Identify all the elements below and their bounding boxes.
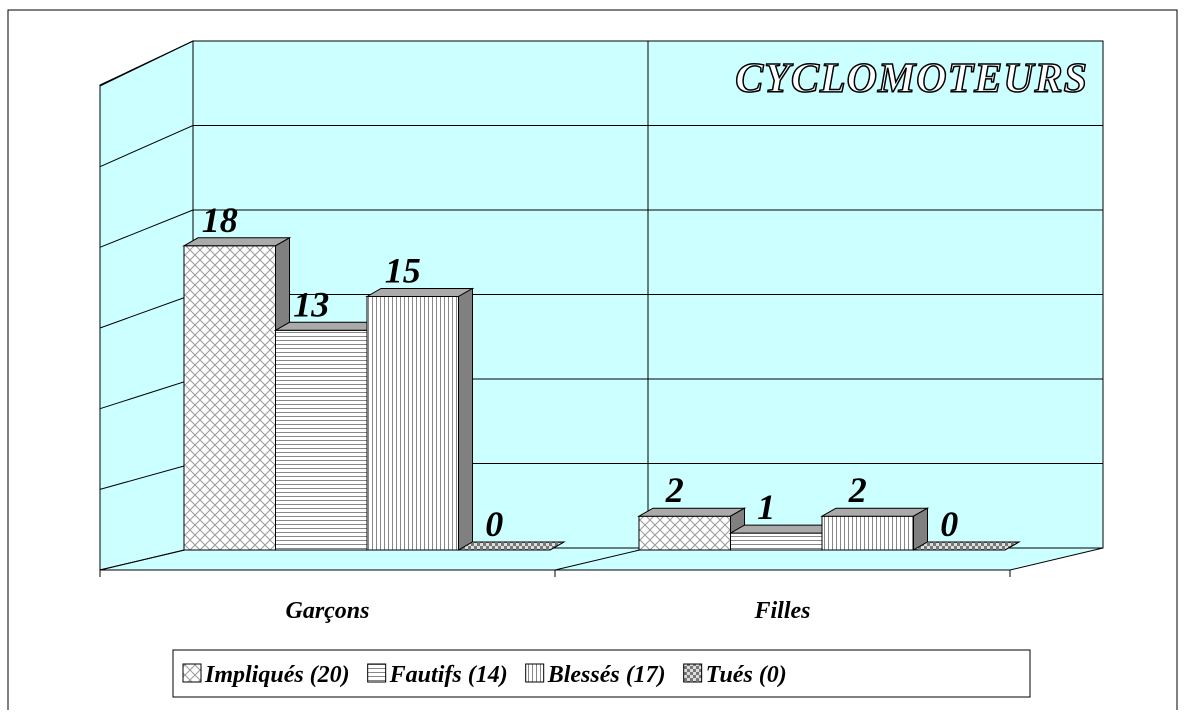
bar-group bbox=[911, 541, 1021, 551]
value-label: 15 bbox=[385, 251, 421, 291]
side-grid-line bbox=[99, 378, 194, 410]
bar-top bbox=[456, 541, 566, 551]
bar-group bbox=[456, 541, 566, 551]
side-grid-line bbox=[99, 125, 194, 168]
legend-swatch bbox=[683, 663, 703, 683]
value-label: 2 bbox=[665, 470, 684, 510]
plot-area bbox=[99, 40, 1104, 577]
value-label: 18 bbox=[202, 200, 238, 240]
bar-group bbox=[365, 287, 475, 551]
bar-top bbox=[728, 524, 838, 534]
bar-top bbox=[820, 507, 930, 517]
legend-swatch bbox=[525, 663, 545, 683]
legend-swatch bbox=[367, 663, 387, 683]
legend-label: Tués (0) bbox=[706, 662, 787, 688]
bar-group bbox=[273, 321, 383, 551]
legend bbox=[172, 649, 1031, 698]
bar-top bbox=[637, 507, 747, 517]
bar-group bbox=[820, 507, 930, 551]
value-label: 2 bbox=[848, 470, 867, 510]
chart-title: CYCLOMOTEURS bbox=[735, 56, 1088, 102]
legend-label: Fautifs (14) bbox=[389, 662, 508, 688]
value-label: 1 bbox=[757, 487, 775, 527]
legend-label: Blessés (17) bbox=[547, 662, 666, 688]
bar-group bbox=[637, 507, 747, 551]
bar-side bbox=[549, 541, 565, 551]
value-label: 0 bbox=[940, 504, 958, 544]
side-grid-line bbox=[99, 547, 194, 571]
bar bbox=[730, 532, 823, 551]
value-label: 0 bbox=[485, 504, 503, 544]
legend-label: Impliqués (20) bbox=[204, 662, 350, 688]
x-tick-label: Filles bbox=[753, 598, 810, 624]
bar bbox=[638, 515, 731, 551]
legend-swatch bbox=[182, 663, 202, 683]
bar-side bbox=[458, 287, 473, 551]
bar bbox=[366, 296, 459, 551]
frame bbox=[7, 9, 1178, 715]
side-wall bbox=[99, 40, 194, 571]
bar-group bbox=[182, 236, 292, 551]
x-tick-label: Garçons bbox=[285, 598, 369, 624]
floor-divider bbox=[554, 547, 649, 571]
bar bbox=[275, 329, 368, 551]
bar-side bbox=[1004, 541, 1020, 551]
bar-group bbox=[728, 524, 838, 551]
bar-top bbox=[911, 541, 1021, 551]
side-grid-line bbox=[99, 463, 194, 490]
bar bbox=[183, 245, 276, 551]
value-label: 13 bbox=[293, 284, 329, 324]
side-grid-line bbox=[99, 209, 194, 248]
bar bbox=[821, 515, 914, 551]
side-grid-line bbox=[99, 294, 194, 329]
side-grid-line bbox=[99, 40, 194, 87]
